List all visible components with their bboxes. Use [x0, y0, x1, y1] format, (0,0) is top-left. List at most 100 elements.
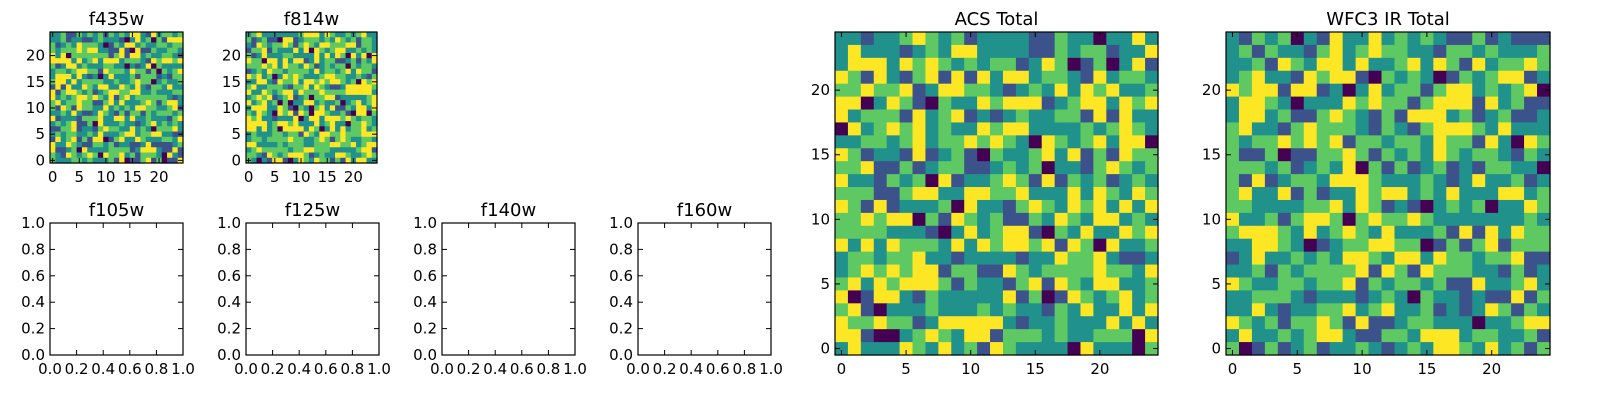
heatmap-cell — [925, 238, 939, 253]
heatmap-cell — [308, 32, 315, 38]
heatmap-cell — [1119, 109, 1133, 124]
heatmap-cell — [964, 290, 978, 304]
heatmap-cell — [925, 174, 939, 188]
heatmap-cell — [1119, 174, 1133, 188]
heatmap-cell — [256, 89, 263, 96]
heatmap-cell — [1368, 264, 1383, 279]
x-tick-label: 10 — [96, 168, 115, 186]
heatmap-cell — [314, 121, 320, 127]
heatmap-cell — [1041, 264, 1056, 279]
heatmap-cell — [156, 110, 163, 117]
heatmap-cell — [1002, 329, 1017, 343]
heatmap-cell — [76, 58, 83, 65]
heatmap-cell — [261, 68, 268, 75]
heatmap-cell — [951, 342, 965, 356]
heatmap-cell — [1472, 32, 1486, 46]
heatmap-cell — [256, 136, 263, 143]
heatmap-cell — [272, 121, 279, 127]
heatmap-cell — [71, 37, 78, 44]
heatmap-cell — [1420, 329, 1434, 343]
heatmap-cell — [1067, 148, 1082, 162]
heatmap-cell — [272, 136, 279, 143]
heatmap-cell — [951, 148, 965, 162]
heatmap-cell — [1054, 96, 1069, 111]
heatmap-cell — [151, 105, 157, 112]
heatmap-cell — [308, 131, 315, 138]
heatmap-cell — [951, 161, 965, 175]
heatmap-cell — [140, 100, 147, 106]
heatmap-cell — [1537, 316, 1551, 330]
heatmap-cell — [1316, 251, 1331, 266]
heatmap-cell — [1041, 329, 1056, 343]
heatmap-cell — [1342, 44, 1357, 59]
heatmap-cell — [277, 110, 284, 117]
heatmap-cell — [140, 94, 147, 101]
heatmap-cell — [151, 73, 157, 80]
heatmap-cell — [1002, 174, 1017, 188]
heatmap-cell — [92, 84, 99, 91]
heatmap-cell — [1420, 187, 1434, 201]
heatmap-cell — [1524, 225, 1538, 240]
x-tick-label: 15 — [318, 168, 337, 186]
heatmap-cell — [835, 264, 849, 279]
heatmap-cell — [97, 79, 104, 85]
heatmap-cell — [1132, 187, 1146, 201]
heatmap-cell — [1080, 329, 1094, 343]
heatmap-cell — [156, 152, 163, 159]
heatmap-cell — [103, 115, 110, 122]
heatmap-cell — [860, 342, 875, 356]
heatmap-cell — [345, 105, 352, 112]
heatmap-cell — [298, 147, 305, 154]
heatmap-cell — [1093, 212, 1107, 227]
heatmap-cell — [1329, 251, 1344, 266]
heatmap-cell — [964, 44, 978, 59]
heatmap-cell — [366, 105, 373, 112]
heatmap-cell — [1290, 238, 1305, 253]
heatmap-cell — [1407, 32, 1421, 46]
heatmap-cell — [1524, 109, 1538, 124]
heatmap-cell — [319, 58, 326, 65]
heatmap-cell — [140, 68, 147, 75]
heatmap-cell — [1342, 329, 1357, 343]
heatmap-cell — [847, 32, 862, 46]
heatmap-cell — [1472, 161, 1486, 175]
heatmap-cell — [1420, 135, 1434, 149]
heatmap-cell — [1080, 109, 1094, 124]
heatmap-cell — [124, 37, 131, 44]
heatmap-cell — [964, 212, 978, 227]
heatmap-cell — [92, 94, 99, 101]
heatmap-cell — [129, 136, 136, 143]
heatmap-cell — [1433, 109, 1447, 124]
heatmap-cell — [1511, 57, 1525, 72]
heatmap-cell — [847, 83, 862, 98]
heatmap-cell — [298, 89, 305, 96]
heatmap-cell — [177, 136, 184, 143]
heatmap-cell — [1316, 277, 1331, 291]
heatmap-cell — [1433, 199, 1447, 214]
heatmap-cell — [335, 42, 341, 49]
heatmap-cell — [324, 68, 331, 75]
heatmap-cell — [1054, 44, 1069, 59]
x-tick-label: 10 — [291, 168, 310, 186]
heatmap-cell — [1498, 109, 1512, 124]
heatmap-cell — [329, 73, 336, 80]
heatmap-cell — [92, 79, 99, 85]
heatmap-cell — [124, 110, 131, 117]
heatmap-cell — [172, 84, 179, 91]
heatmap-cell — [1459, 70, 1473, 85]
heatmap-cell — [1459, 316, 1473, 330]
heatmap-cell — [113, 126, 120, 133]
heatmap-cell — [172, 63, 179, 70]
heatmap-cell — [1238, 238, 1253, 253]
heatmap-cell — [1106, 329, 1120, 343]
heatmap-cell — [977, 290, 991, 304]
heatmap-cell — [1316, 316, 1331, 330]
heatmap-cell — [1537, 290, 1551, 304]
heatmap-cell — [1041, 212, 1056, 227]
heatmap-cell — [177, 115, 184, 122]
heatmap-cell — [319, 126, 326, 133]
x-tick-label: 1.0 — [563, 360, 587, 378]
heatmap-cell — [1368, 135, 1383, 149]
heatmap-cell — [925, 70, 939, 85]
heatmap-cell — [314, 94, 320, 101]
